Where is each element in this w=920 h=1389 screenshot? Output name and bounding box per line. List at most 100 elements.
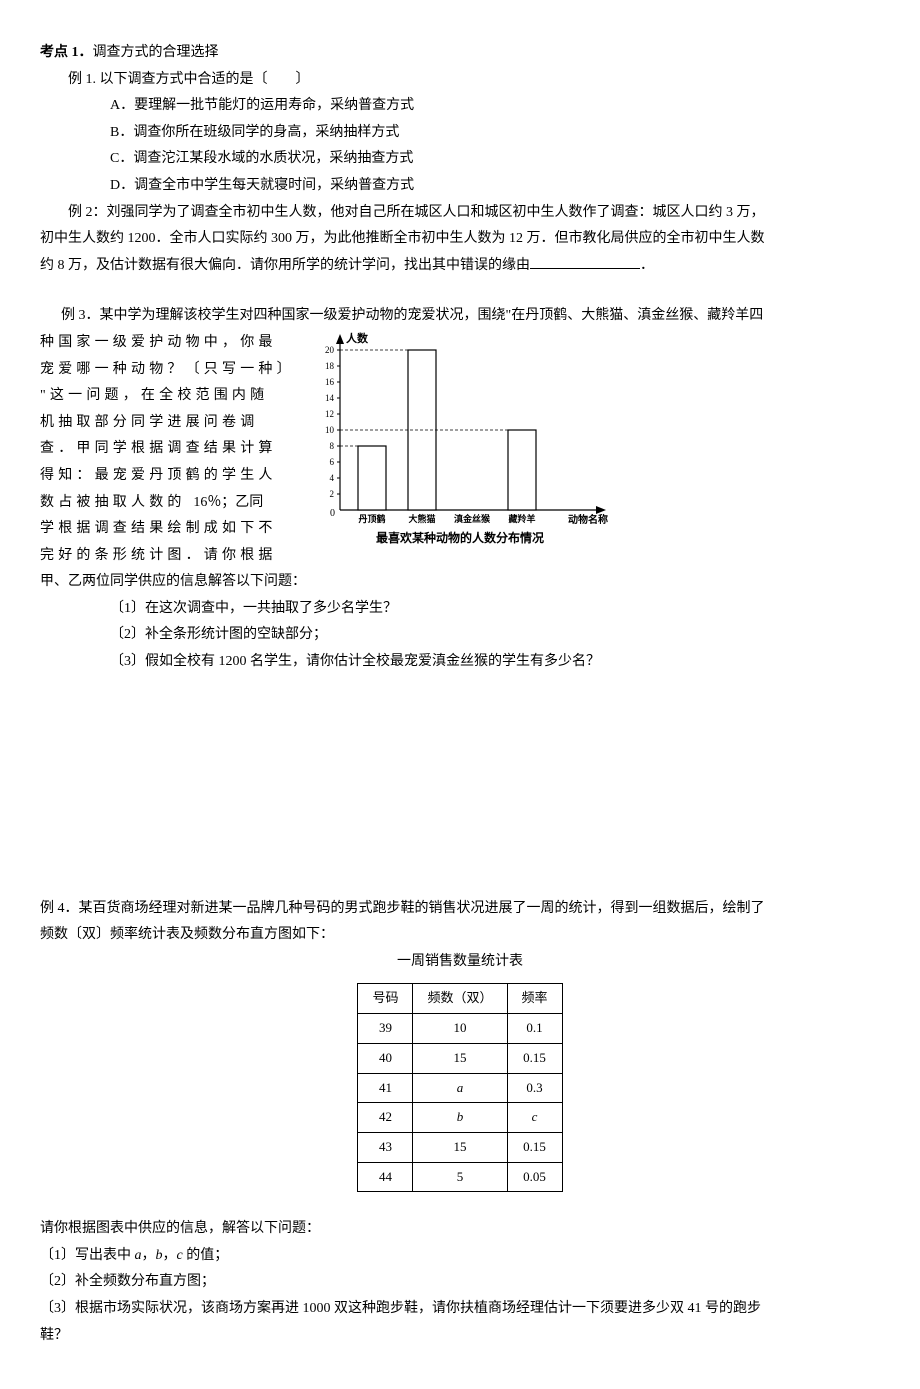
table-cell: 0.15 (507, 1043, 562, 1073)
table-cell: 44 (358, 1162, 413, 1192)
kaodian-heading: 考点 1．调查方式的合理选择 (40, 40, 880, 67)
ex4-intro2: 频数〔双〕频率统计表及频数分布直方图如下： (40, 922, 880, 949)
svg-text:2: 2 (330, 489, 335, 499)
chart-caption: 最喜欢某种动物的人数分布情况 (300, 527, 620, 550)
ex3-b7b: 16％；乙同 (193, 495, 263, 510)
svg-text:4: 4 (330, 473, 335, 483)
ex4-q1a: 〔1〕写出表中 (40, 1248, 135, 1263)
ex3-wrap: 种国家一级爱护动物中，你最 宠爱哪一种动物？〔只写一种〕 "这一问题，在全校范围… (40, 330, 880, 569)
ex3-b7: 数占被抽取人数的 16％；乙同 (40, 490, 290, 517)
ex1-opt-a: A．要理解一批节能灯的运用寿命，采纳普查方式 (40, 93, 880, 120)
bar-chart-svg: 人数 2 4 6 8 10 12 14 16 18 20 丹顶鹤 大熊猫 滇金丝猴 藏羚羊 动物名称 0 (300, 330, 620, 525)
ex4-q1e: ， (163, 1248, 177, 1263)
table-cell: 42 (358, 1103, 413, 1133)
table-cell: 0.05 (507, 1162, 562, 1192)
ex3-b10: 甲、乙两位同学供应的信息解答以下问题： (40, 569, 880, 596)
svg-text:16: 16 (325, 377, 335, 387)
svg-text:12: 12 (325, 409, 334, 419)
table-body: 39100.140150.1541a0.342bc43150.154450.05 (358, 1014, 562, 1192)
x-axis-label: 动物名称 (568, 513, 608, 525)
y-axis-arrow (336, 334, 344, 344)
table-row: 42bc (358, 1103, 562, 1133)
blank-underline (530, 255, 640, 269)
table-cell: 15 (413, 1043, 507, 1073)
svg-text:10: 10 (325, 425, 335, 435)
y-ticks: 2 4 6 8 10 12 14 16 18 20 (325, 345, 340, 499)
ex3-intro: 例 3．某中学为理解该校学生对四种国家一级爱护动物的宠爱状况，围绕"在丹顶鹤、大… (40, 303, 880, 330)
ex3-q1: 〔1〕在这次调查中，一共抽取了多少名学生？ (40, 596, 880, 623)
table-cell: 15 (413, 1132, 507, 1162)
bar-chart: 人数 2 4 6 8 10 12 14 16 18 20 丹顶鹤 大熊猫 滇金丝猴 藏羚羊 动物名称 0… (300, 330, 620, 550)
table-row: 43150.15 (358, 1132, 562, 1162)
ex4-q1d: b (156, 1248, 163, 1263)
sales-table: 号码 频数（双） 频率 39100.140150.1541a0.342bc431… (357, 983, 562, 1192)
svg-text:藏羚羊: 藏羚羊 (508, 513, 535, 524)
ex3-left-text: 种国家一级爱护动物中，你最 宠爱哪一种动物？〔只写一种〕 "这一问题，在全校范围… (40, 330, 290, 569)
ex1-opt-b: B．调查你所在班级同学的身高，采纳抽样方式 (40, 120, 880, 147)
table-cell: 39 (358, 1014, 413, 1044)
x-axis-arrow (596, 506, 606, 514)
table-cell: 41 (358, 1073, 413, 1103)
ex4-q-intro: 请你根据图表中供应的信息，解答以下问题： (40, 1216, 880, 1243)
spacer (40, 279, 880, 303)
svg-text:14: 14 (325, 393, 335, 403)
table-cell: 10 (413, 1014, 507, 1044)
col-freq: 频数（双） (413, 984, 507, 1014)
ex1-opt-c: C．调查沱江某段水域的水质状况，采纳抽查方式 (40, 146, 880, 173)
svg-text:20: 20 (325, 345, 335, 355)
ex4-q3a: 〔3〕根据市场实际状况，该商场方案再进 1000 双这种跑步鞋，请你扶植商场经理… (40, 1296, 880, 1323)
svg-text:18: 18 (325, 361, 335, 371)
table-cell: c (507, 1103, 562, 1133)
col-rate: 频率 (507, 984, 562, 1014)
x-categories: 丹顶鹤 大熊猫 滇金丝猴 藏羚羊 (358, 513, 535, 524)
bars-group (340, 350, 536, 510)
ex2-text-a: 初中生人数约 1200．全市人口实际约 300 万，为此他推断全市初中生人数为 … (40, 231, 765, 246)
table-cell: 0.3 (507, 1073, 562, 1103)
ex3-q3: 〔3〕假如全校有 1200 名学生，请你估计全校最宠爱滇金丝猴的学生有多少名？ (40, 649, 880, 676)
table-cell: 5 (413, 1162, 507, 1192)
svg-text:大熊猫: 大熊猫 (408, 513, 435, 524)
table-row: 41a0.3 (358, 1073, 562, 1103)
ex1-opt-d: D．调查全市中学生每天就寝时间，采纳普查方式 (40, 173, 880, 200)
ex2-line3: 约 8 万，及估计数据有很大偏向．请你用所学的统计学问，找出其中错误的缘由 ． (40, 253, 880, 280)
origin-label: 0 (330, 508, 335, 519)
ex4-q1b: a (135, 1248, 142, 1263)
table-cell: 0.15 (507, 1132, 562, 1162)
table-cell: a (413, 1073, 507, 1103)
table-cell: 40 (358, 1043, 413, 1073)
kaodian-num: 考点 1． (40, 45, 93, 60)
svg-text:滇金丝猴: 滇金丝猴 (454, 513, 491, 524)
ex4-q1: 〔1〕写出表中 a，b，c 的值； (40, 1243, 880, 1270)
table-title: 一周销售数量统计表 (40, 949, 880, 976)
svg-text:6: 6 (330, 457, 335, 467)
ex2-text-c: ． (640, 258, 654, 273)
ex3-q2: 〔2〕补全条形统计图的空缺部分； (40, 622, 880, 649)
svg-text:8: 8 (330, 441, 335, 451)
ex3-b8: 学根据调查结果绘制成如下不 (40, 516, 290, 543)
ex3-b7a: 数占被抽取人数的 (40, 495, 186, 510)
ex2-text-b: 约 8 万，及估计数据有很大偏向．请你用所学的统计学问，找出其中错误的缘由 (40, 258, 530, 273)
ex2-line1: 例 2：刘强同学为了调查全市初中生人数，他对自己所在城区人口和城区初中生人数作了… (40, 200, 880, 227)
ex3-b1: 种国家一级爱护动物中，你最 (40, 330, 290, 357)
ex1-stem: 例 1. 以下调查方式中合适的是〔 〕 (40, 67, 880, 94)
table-row: 4450.05 (358, 1162, 562, 1192)
svg-text:丹顶鹤: 丹顶鹤 (358, 513, 385, 524)
spacer-large (40, 676, 880, 896)
table-row: 39100.1 (358, 1014, 562, 1044)
ex3-b2: 宠爱哪一种动物？〔只写一种〕 (40, 357, 290, 384)
col-size: 号码 (358, 984, 413, 1014)
ex4-q2: 〔2〕补全频数分布直方图； (40, 1269, 880, 1296)
table-cell: 43 (358, 1132, 413, 1162)
y-axis-label: 人数 (346, 331, 369, 345)
ex3-b9: 完好的条形统计图．请你根据 (40, 543, 290, 570)
table-row: 40150.15 (358, 1043, 562, 1073)
kaodian-sub: 调查方式的合理选择 (93, 45, 219, 60)
table-cell: 0.1 (507, 1014, 562, 1044)
table-cell: b (413, 1103, 507, 1133)
table-header-row: 号码 频数（双） 频率 (358, 984, 562, 1014)
spacer-2 (40, 1192, 880, 1216)
ex3-b3: "这一问题，在全校范围内随 (40, 383, 290, 410)
ex4-q1c: ， (142, 1248, 156, 1263)
ex4-q1g: 的值； (183, 1248, 229, 1263)
ex3-b6: 得知：最宠爱丹顶鹤的学生人 (40, 463, 290, 490)
